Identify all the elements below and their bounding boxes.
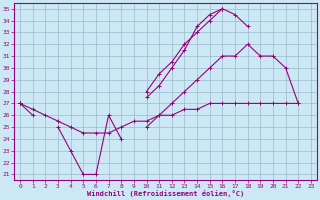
X-axis label: Windchill (Refroidissement éolien,°C): Windchill (Refroidissement éolien,°C)	[87, 190, 244, 197]
